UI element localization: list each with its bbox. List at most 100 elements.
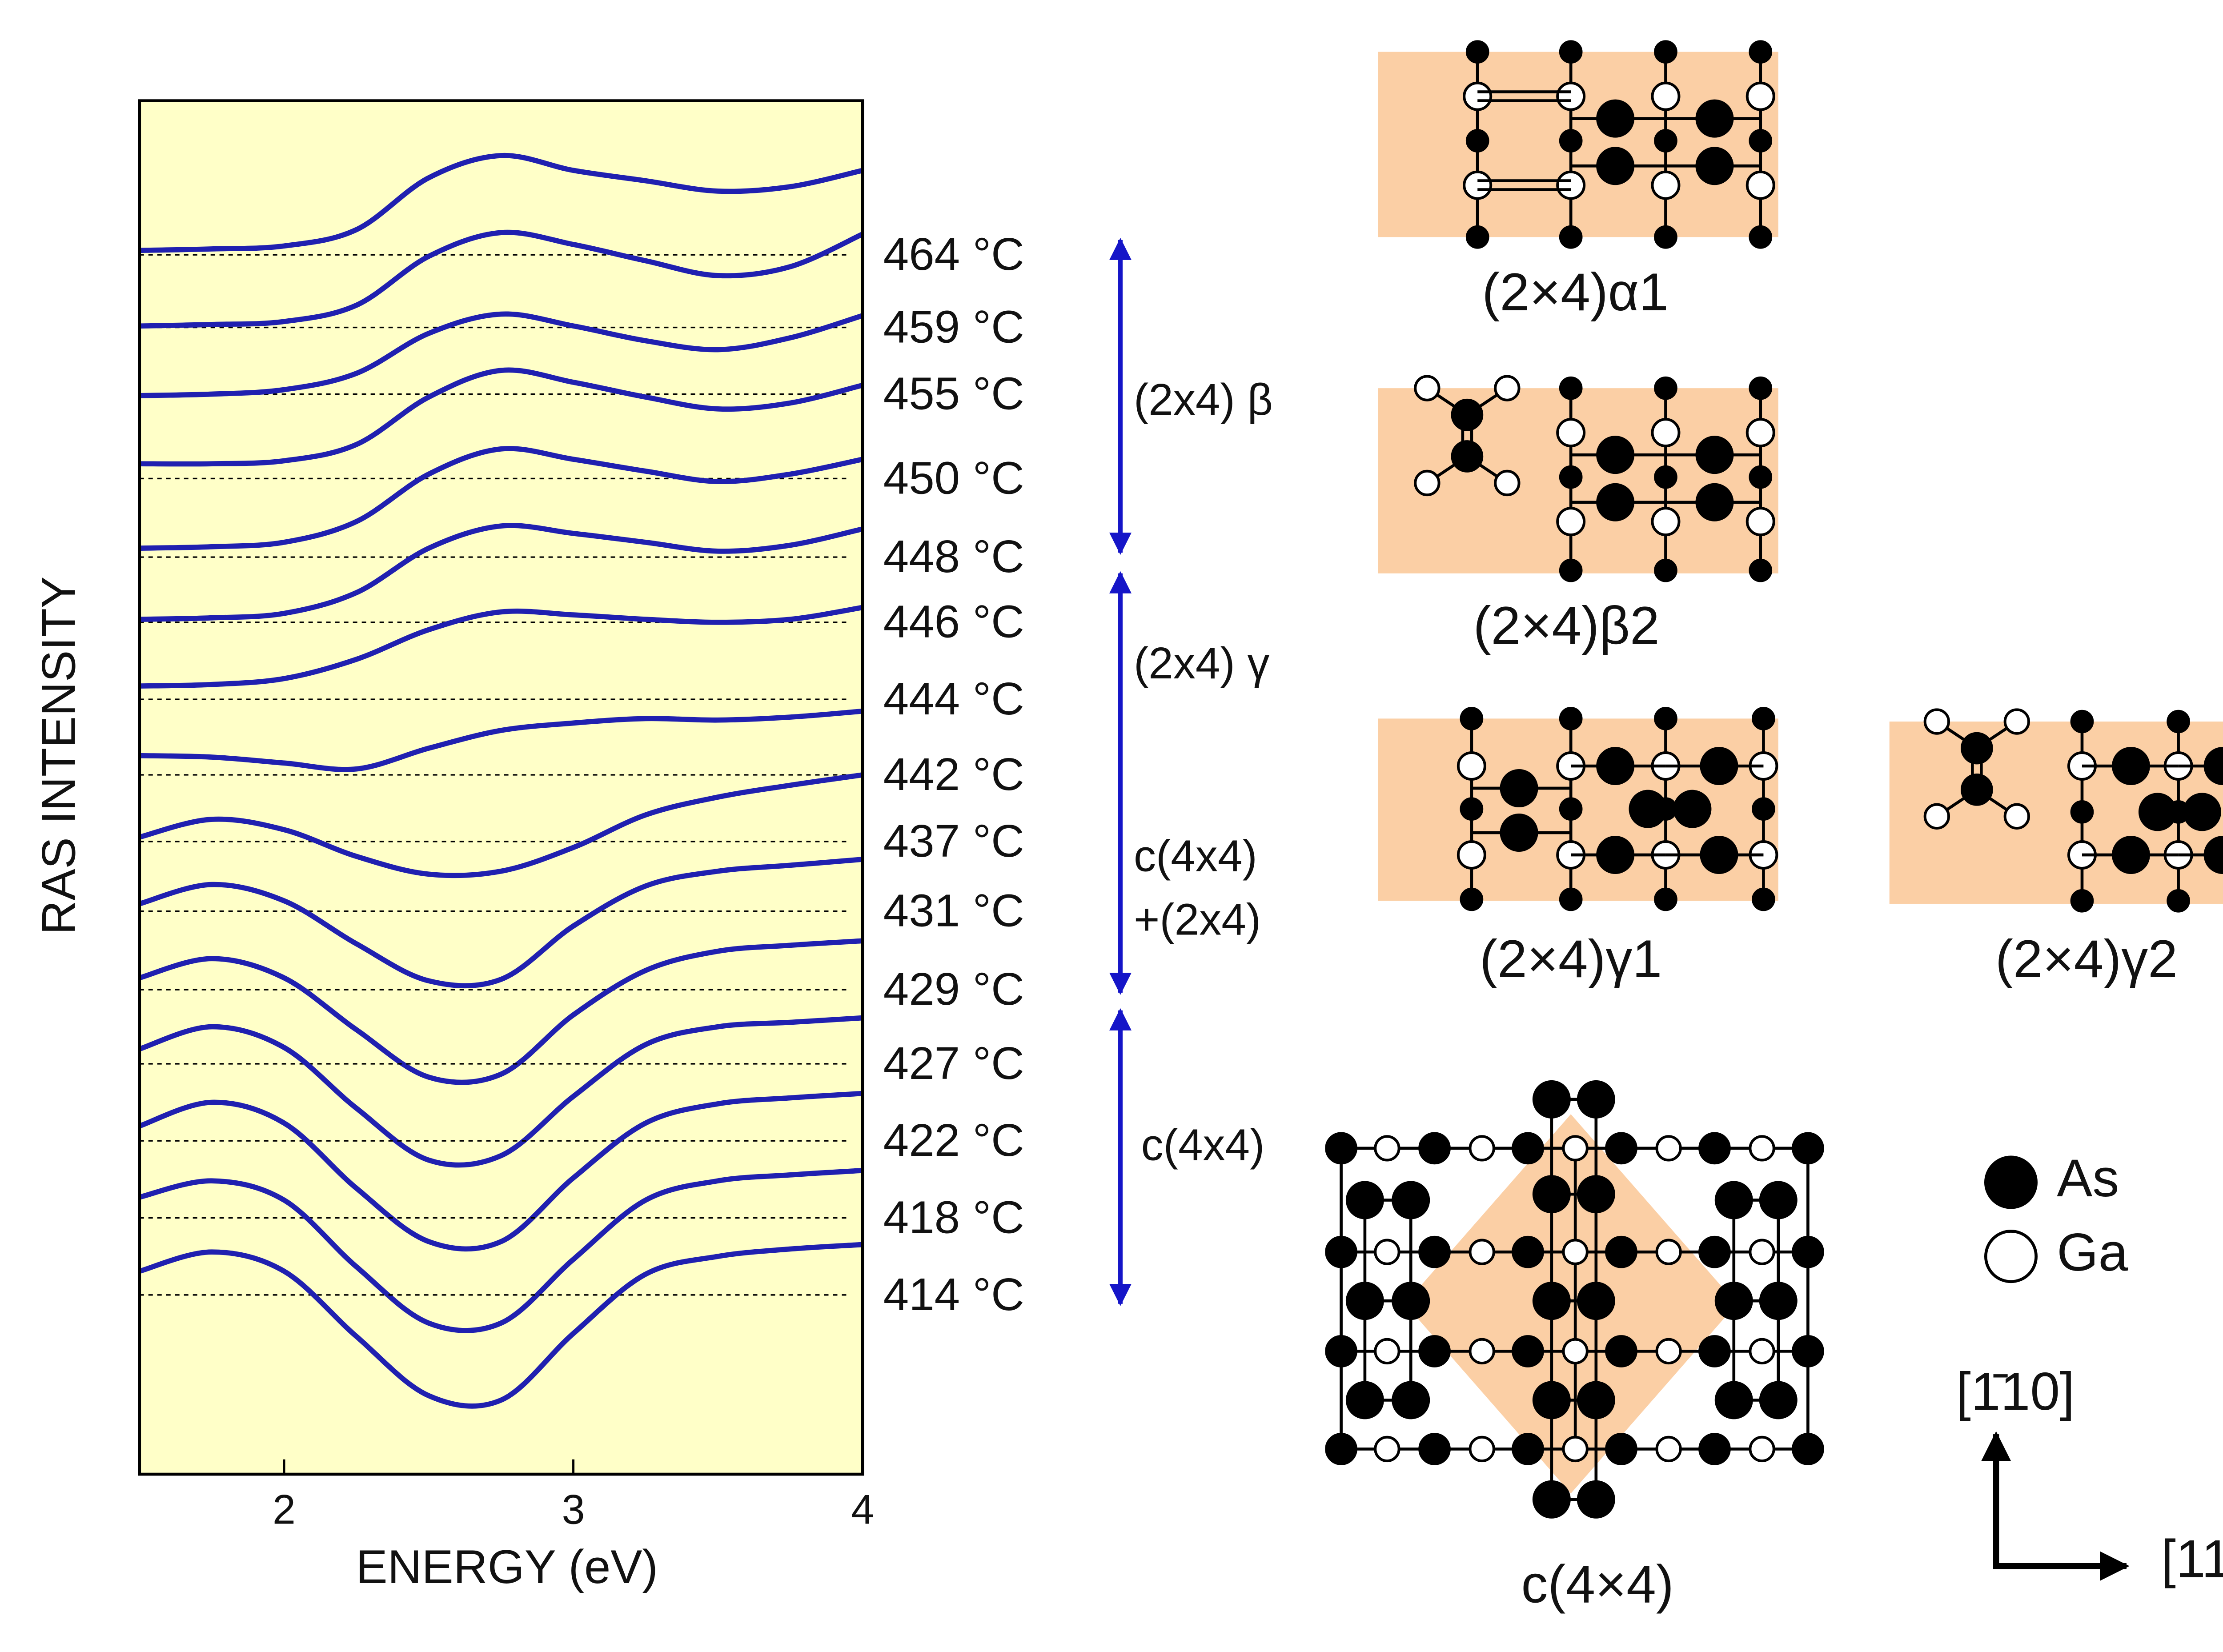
- direction-label: [110]: [2161, 1529, 2223, 1589]
- ga-atom: [1655, 1435, 1682, 1463]
- as-atom: [1500, 814, 1538, 852]
- as-atom: [1465, 129, 1489, 152]
- ga-atom: [1923, 708, 1950, 735]
- spectrum-line: [139, 229, 864, 329]
- as-atom: [1700, 747, 1738, 786]
- as-atom: [2183, 793, 2221, 831]
- as-atom: [1465, 40, 1489, 64]
- ga-atom: [1469, 1435, 1495, 1463]
- ga-atom: [1745, 418, 1775, 448]
- ga-atom: [1562, 1338, 1589, 1365]
- phase-label: +(2x4): [1134, 895, 1261, 945]
- ga-atom: [1651, 81, 1681, 111]
- as-atom: [1698, 1132, 1731, 1165]
- phase-label: c(4x4): [1141, 1120, 1265, 1170]
- ga-atom: [1469, 1338, 1495, 1365]
- series-label: 437 °C: [883, 815, 1024, 866]
- as-atom: [1460, 887, 1484, 911]
- as-atom: [1698, 1433, 1731, 1465]
- series-label: 442 °C: [883, 748, 1024, 800]
- as-atom: [1325, 1235, 1357, 1268]
- spectrum-line: [139, 938, 863, 1085]
- series-label: 422 °C: [883, 1114, 1024, 1166]
- as-atom: [1577, 1282, 1615, 1320]
- as-atom: [1759, 1282, 1798, 1320]
- as-atom: [1654, 225, 1677, 249]
- spectrum-line: [139, 605, 863, 689]
- spectrum-line: [138, 1091, 863, 1252]
- as-atom: [1654, 40, 1677, 64]
- x-tick-label: 3: [562, 1486, 585, 1532]
- series-label: 450 °C: [883, 452, 1024, 503]
- series-label: 464 °C: [883, 228, 1024, 280]
- legend-label: As: [2057, 1148, 2119, 1208]
- as-atom: [1577, 1381, 1615, 1419]
- as-atom: [1752, 887, 1775, 911]
- as-atom: [1961, 774, 1993, 806]
- as-atom: [1695, 483, 1734, 521]
- as-atom: [1792, 1132, 1824, 1165]
- as-atom: [1418, 1235, 1451, 1268]
- x-axis-label: ENERGY (eV): [356, 1540, 658, 1593]
- as-atom: [2111, 747, 2150, 786]
- ga-atom: [1494, 469, 1521, 497]
- series-label: 455 °C: [883, 367, 1024, 419]
- phase-label: c(4x4): [1134, 831, 1257, 881]
- series-label: 431 °C: [883, 885, 1024, 936]
- ga-atom: [1556, 418, 1586, 448]
- ga-atom: [1745, 170, 1775, 200]
- spectrum-line: [138, 1015, 863, 1168]
- as-atom: [1559, 465, 1583, 489]
- as-atom: [1714, 1282, 1753, 1320]
- ga-atom: [1556, 170, 1586, 200]
- as-atom: [1698, 1235, 1731, 1268]
- phase-label: (2x4) γ: [1134, 638, 1270, 688]
- ga-atom: [1562, 1135, 1589, 1162]
- spectrum-line: [139, 708, 863, 772]
- as-atom: [1392, 1381, 1430, 1419]
- as-atom: [1792, 1433, 1824, 1465]
- as-atom: [1532, 1480, 1571, 1519]
- ga-atom: [1469, 1135, 1495, 1162]
- as-atom: [2167, 710, 2190, 734]
- ga-atom: [1556, 81, 1586, 111]
- as-atom: [1577, 1480, 1615, 1519]
- as-atom: [1392, 1282, 1430, 1320]
- as-atom: [1792, 1335, 1824, 1367]
- series-label: 446 °C: [883, 596, 1024, 647]
- ga-atom: [1562, 1435, 1589, 1463]
- as-atom: [1532, 1175, 1571, 1214]
- as-atom: [1559, 558, 1583, 582]
- as-atom: [1629, 790, 1667, 828]
- structure-label: (2×4)α1: [1482, 262, 1668, 322]
- as-atom: [1559, 129, 1583, 152]
- series-label: 444 °C: [883, 673, 1024, 724]
- as-atom: [1559, 707, 1583, 730]
- as-atom: [1792, 1235, 1824, 1268]
- as-atom: [1532, 1080, 1571, 1119]
- as-atom: [1749, 376, 1773, 400]
- ga-atom: [1745, 507, 1775, 537]
- as-atom: [1654, 376, 1677, 400]
- as-atom: [1512, 1235, 1544, 1268]
- x-tick-label: 2: [273, 1486, 296, 1532]
- direction-label: [1̄10]: [1956, 1362, 2075, 1421]
- ga-atom: [1749, 1338, 1775, 1365]
- as-atom: [2138, 793, 2177, 831]
- as-atom: [1345, 1282, 1384, 1320]
- as-atom: [1654, 558, 1677, 582]
- structure-label: c(4×4): [1521, 1554, 1673, 1614]
- spectrum-line: [139, 152, 863, 253]
- as-atom: [1596, 436, 1635, 474]
- ga-atom: [1923, 803, 1950, 830]
- y-axis-label: RAS INTENSITY: [32, 577, 85, 935]
- as-atom: [1559, 887, 1583, 911]
- as-atom: [1759, 1181, 1798, 1219]
- as-atom: [1749, 225, 1773, 249]
- ga-atom: [1651, 507, 1681, 537]
- as-atom: [1596, 99, 1635, 138]
- as-atom: [1325, 1132, 1357, 1165]
- as-atom: [1460, 797, 1484, 821]
- as-atom: [1325, 1433, 1357, 1465]
